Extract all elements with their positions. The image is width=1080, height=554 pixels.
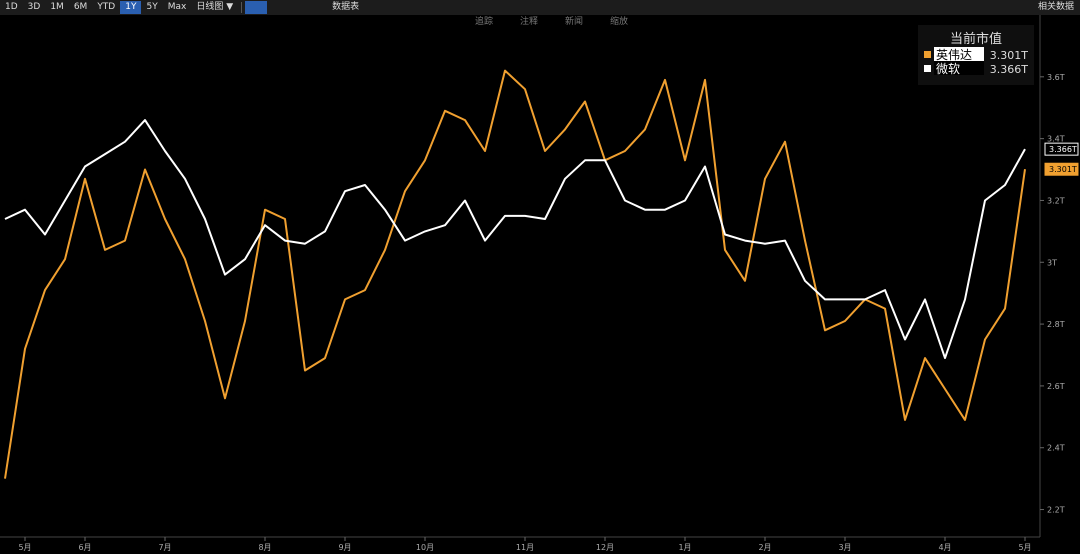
line-icon[interactable] xyxy=(245,1,268,14)
range-button[interactable]: 1Y xyxy=(120,1,142,14)
related-data[interactable]: 相关数据 xyxy=(1038,0,1074,15)
related-label[interactable]: 相关数据 xyxy=(1037,2,1074,12)
legend-title: 当前市值 xyxy=(950,31,1002,47)
chart-tool[interactable]: 追踪 xyxy=(475,15,493,27)
x-tick-label: 11月 xyxy=(516,543,534,552)
data-table[interactable]: 数据表 xyxy=(332,2,360,12)
range-button[interactable]: Max xyxy=(167,2,187,12)
legend-swatch xyxy=(924,51,931,58)
y-tick-label: 3.4T xyxy=(1047,135,1065,144)
x-tick-label: 10月 xyxy=(416,543,434,552)
x-tick-label: 5月 xyxy=(18,543,31,552)
chart-tool[interactable]: 缩放 xyxy=(610,15,628,27)
toolbar: 1D 3D 1M 6M YTD 1Y 5Y Max 日线图 ▼ 数据表 xyxy=(0,0,1080,15)
legend-name: 微软 xyxy=(936,62,960,76)
x-tick-label: 9月 xyxy=(338,543,351,552)
last-value-label: 3.301T xyxy=(1049,165,1077,174)
range-button[interactable]: 6M xyxy=(73,2,88,12)
separator xyxy=(241,2,243,13)
legend-swatch xyxy=(924,65,931,72)
x-tick-label: 7月 xyxy=(158,543,171,552)
x-tick-label: 8月 xyxy=(258,543,271,552)
y-tick-label: 2.6T xyxy=(1047,382,1065,391)
range-button[interactable]: 1M xyxy=(50,2,64,12)
chart-tool[interactable]: 新闻 xyxy=(565,15,583,27)
last-value-label: 3.366T xyxy=(1049,145,1077,154)
x-tick-label: 6月 xyxy=(78,543,91,552)
y-tick-label: 2.8T xyxy=(1047,320,1065,329)
last-value-box xyxy=(1044,142,1079,156)
x-tick-label: 3月 xyxy=(838,543,851,552)
last-value-box xyxy=(1044,162,1079,176)
x-tick-label: 2月 xyxy=(758,543,771,552)
chart-style[interactable]: 日线图 ▼ xyxy=(196,2,234,12)
chart: 追踪 注释 新闻 缩放 2.2T 2.4T 2.6T 2.8T 3T 3.2T 3.4T 3.6T 5月… xyxy=(0,15,1079,552)
x-tick-label: 12月 xyxy=(596,543,614,552)
range-button[interactable]: 5Y xyxy=(146,2,158,12)
y-tick-label: 3.6T xyxy=(1047,73,1065,82)
legend-name: 英伟达 xyxy=(936,48,972,62)
legend-name-bg xyxy=(934,61,984,75)
chart-tool[interactable]: 注释 xyxy=(520,15,538,27)
x-tick-label: 4月 xyxy=(938,543,951,552)
range-button[interactable]: YTD xyxy=(97,2,116,12)
x-tick-label: 1月 xyxy=(678,543,691,552)
legend-value: 3.301T xyxy=(990,49,1028,62)
legend-value: 3.366T xyxy=(990,63,1028,76)
line-1 xyxy=(4,119,1026,360)
y-tick-label: 3.2T xyxy=(1047,196,1065,205)
range-button[interactable]: 1D xyxy=(5,2,18,12)
y-tick-label: 2.2T xyxy=(1047,506,1065,515)
x-tick-label: 5月 xyxy=(1018,543,1031,552)
range-button[interactable]: 3D xyxy=(27,2,41,12)
y-tick-label: 3T xyxy=(1047,258,1057,267)
line-0 xyxy=(4,69,1026,479)
legend-name-bg xyxy=(934,47,984,61)
y-tick-label: 2.4T xyxy=(1047,444,1065,453)
